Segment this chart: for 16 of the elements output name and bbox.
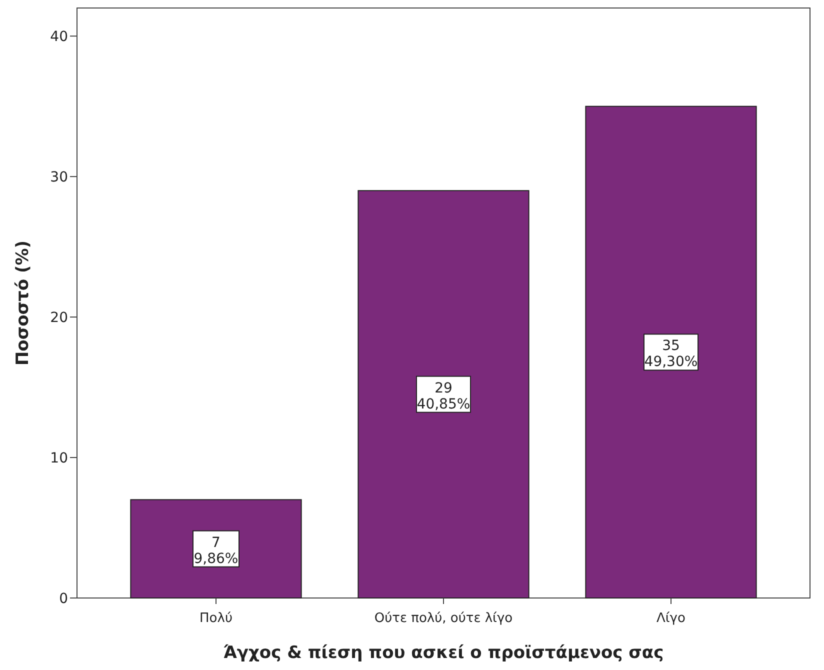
y-tick-label: 40	[50, 29, 68, 46]
bar	[585, 106, 757, 598]
x-tick-label: Πολύ	[200, 611, 232, 626]
x-axis-title: Άγχος & πίεση που ασκεί ο προϊστάμενος σας	[223, 643, 664, 663]
x-tick-label: Ούτε πολύ, ούτε λίγο	[374, 611, 513, 626]
y-tick-label: 10	[50, 450, 68, 467]
y-tick-label: 20	[50, 310, 68, 326]
y-axis-title: Ποσοστό (%)	[13, 240, 33, 366]
data-label: 35 49,30%	[644, 338, 698, 370]
y-tick-label: 30	[50, 170, 68, 186]
data-label: 29 40,85%	[416, 380, 470, 412]
bar	[358, 190, 530, 598]
x-tick-label: Λίγο	[656, 611, 686, 626]
data-label: 7 9,86%	[194, 534, 238, 567]
bar	[130, 499, 302, 598]
y-tick-label: 0	[59, 591, 68, 607]
